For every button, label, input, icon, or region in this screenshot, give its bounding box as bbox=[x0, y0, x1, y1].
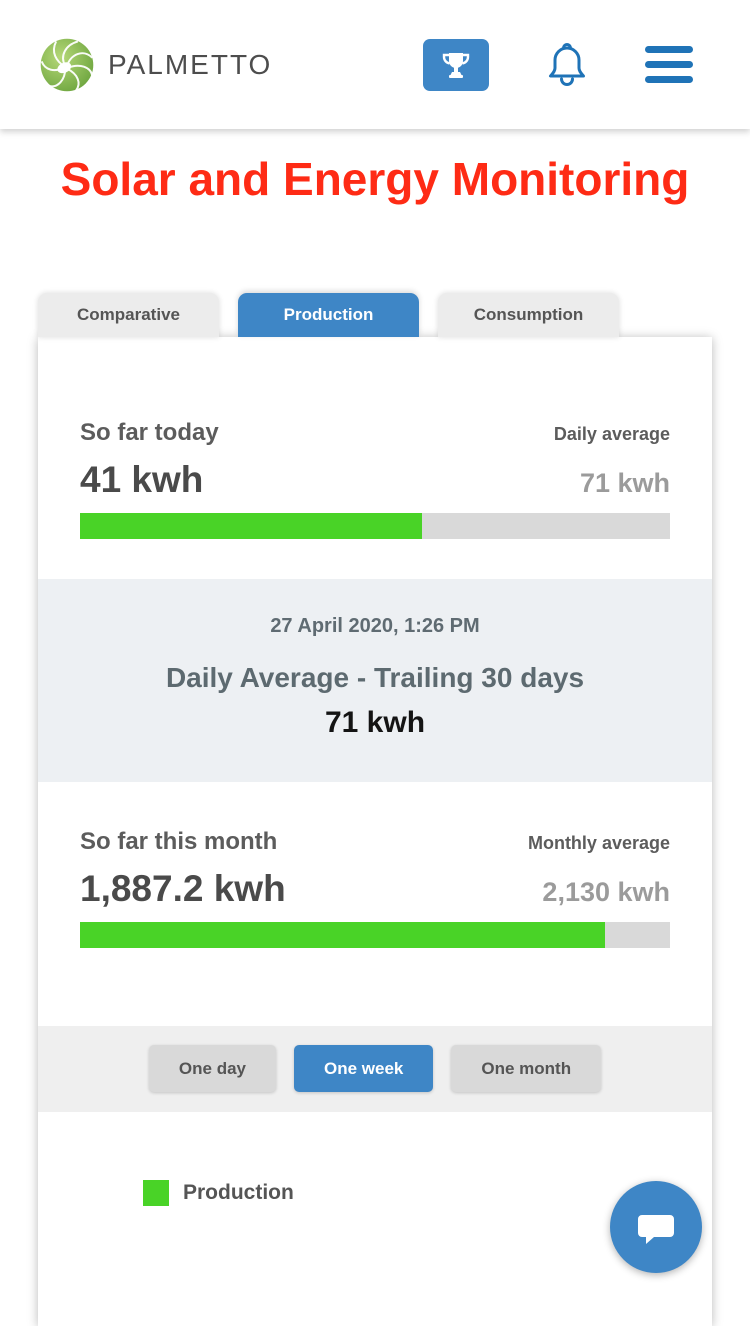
month-values-row: 1,887.2 kwh 2,130 kwh bbox=[80, 868, 670, 910]
summary-datetime: 27 April 2020, 1:26 PM bbox=[270, 615, 480, 637]
tab-comparative[interactable]: Comparative bbox=[38, 293, 219, 337]
month-panel: So far this month Monthly average 1,887.… bbox=[38, 782, 712, 1026]
today-progress-fill bbox=[80, 513, 423, 539]
production-legend-swatch bbox=[143, 1180, 169, 1206]
range-selector: One day One week One month bbox=[38, 1026, 712, 1112]
month-value: 1,887.2 kwh bbox=[80, 868, 286, 909]
palmetto-logo-icon bbox=[40, 38, 94, 91]
production-legend-label: Production bbox=[183, 1181, 294, 1204]
brand-name: PALMETTO bbox=[108, 48, 273, 80]
notifications-button[interactable] bbox=[543, 41, 591, 89]
daily-average-label: Daily average bbox=[553, 424, 670, 444]
trophy-icon bbox=[442, 52, 470, 78]
monthly-average-label: Monthly average bbox=[527, 833, 670, 853]
today-panel: So far today Daily average 41 kwh 71 kwh bbox=[38, 337, 712, 579]
menu-bar-icon bbox=[645, 46, 693, 53]
bell-icon bbox=[549, 42, 585, 86]
tab-consumption[interactable]: Consumption bbox=[438, 293, 619, 337]
today-label: So far today bbox=[80, 419, 219, 446]
month-label: So far this month bbox=[80, 828, 278, 855]
tab-bar: Comparative Production Consumption bbox=[0, 293, 750, 337]
daily-average-value: 71 kwh bbox=[579, 468, 670, 498]
menu-bar-icon bbox=[645, 76, 693, 83]
today-progress-track bbox=[80, 513, 670, 539]
production-card: So far today Daily average 41 kwh 71 kwh… bbox=[38, 337, 712, 1326]
brand-logo[interactable]: PALMETTO bbox=[38, 36, 423, 94]
rewards-button[interactable] bbox=[423, 38, 489, 91]
range-one-month-button[interactable]: One month bbox=[451, 1045, 602, 1092]
hamburger-menu-button[interactable] bbox=[645, 46, 693, 83]
chat-button[interactable] bbox=[610, 1181, 702, 1273]
summary-title: Daily Average - Trailing 30 days bbox=[165, 662, 585, 693]
range-one-week-button[interactable]: One week bbox=[294, 1045, 434, 1092]
header-actions bbox=[423, 38, 693, 91]
summary-value: 71 kwh bbox=[324, 706, 426, 739]
today-value: 41 kwh bbox=[80, 459, 204, 500]
trailing-summary-panel: 27 April 2020, 1:26 PM Daily Average - T… bbox=[38, 579, 712, 782]
page-title: Solar and Energy Monitoring bbox=[60, 153, 690, 205]
month-progress-fill bbox=[80, 922, 606, 948]
tab-production[interactable]: Production bbox=[238, 293, 419, 337]
monthly-average-value: 2,130 kwh bbox=[542, 877, 670, 907]
month-labels-row: So far this month Monthly average bbox=[80, 828, 670, 856]
today-values-row: 41 kwh 71 kwh bbox=[80, 459, 670, 501]
app-header: PALMETTO bbox=[0, 0, 750, 129]
month-progress-track bbox=[80, 922, 670, 948]
menu-bar-icon bbox=[645, 61, 693, 68]
range-one-day-button[interactable]: One day bbox=[148, 1045, 276, 1092]
today-labels-row: So far today Daily average bbox=[80, 419, 670, 447]
